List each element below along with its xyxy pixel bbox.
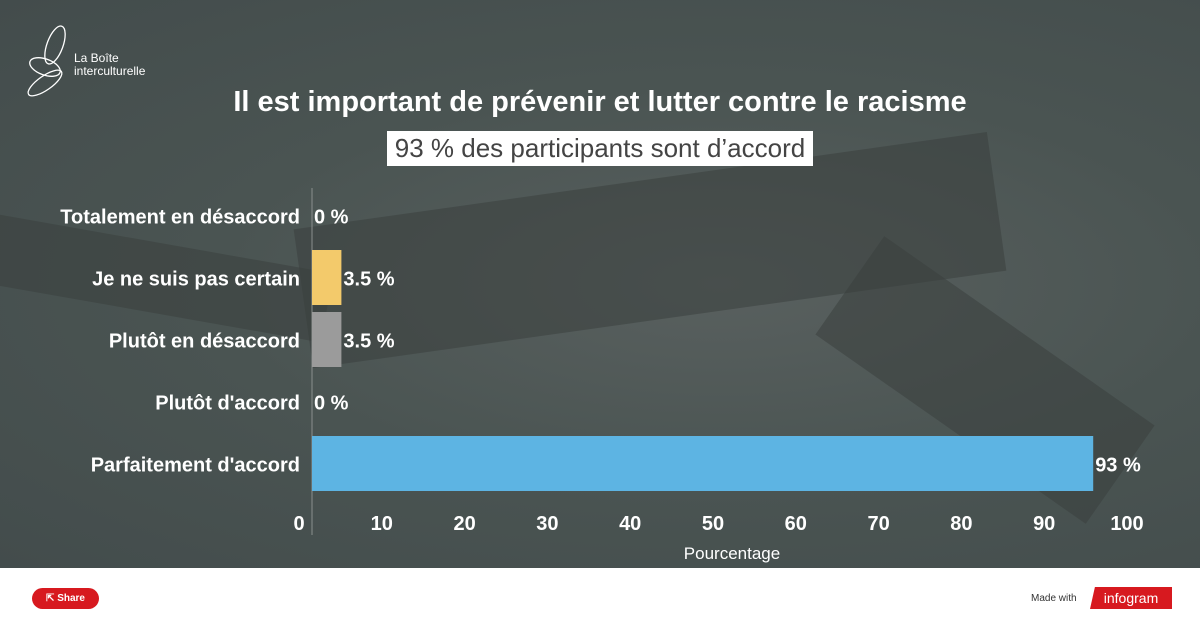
share-icon: ⇱ bbox=[46, 593, 58, 604]
category-label: Je ne suis pas certain bbox=[92, 269, 300, 291]
chart-subtitle: 93 % des participants sont d’accord bbox=[386, 131, 814, 166]
x-tick-label: 70 bbox=[867, 513, 889, 535]
x-tick-label: 60 bbox=[785, 513, 807, 535]
x-tick-label: 20 bbox=[453, 513, 475, 535]
category-label: Plutôt en désaccord bbox=[109, 331, 300, 353]
bar bbox=[312, 436, 1094, 491]
logo-text: La Boîte interculturelle bbox=[74, 51, 146, 78]
category-label: Totalement en désaccord bbox=[60, 207, 300, 229]
x-tick-label: 80 bbox=[950, 513, 972, 535]
x-tick-label: 30 bbox=[536, 513, 558, 535]
made-with-text: Made with bbox=[1031, 593, 1077, 604]
x-tick-label: 40 bbox=[619, 513, 641, 535]
x-tick-label: 50 bbox=[702, 513, 724, 535]
x-tick-label: 90 bbox=[1033, 513, 1055, 535]
bar bbox=[312, 250, 342, 305]
infogram-link[interactable]: infogram bbox=[1090, 587, 1172, 609]
data-label: 93 % bbox=[1095, 455, 1141, 477]
data-label: 0 % bbox=[314, 207, 349, 229]
chart-title: Il est important de prévenir et lutter c… bbox=[233, 86, 967, 118]
share-button[interactable]: ⇱ Share bbox=[32, 588, 99, 609]
category-label: Plutôt d'accord bbox=[155, 393, 300, 415]
x-tick-label: 100 bbox=[1110, 513, 1143, 535]
x-axis-label: Pourcentage bbox=[684, 544, 780, 563]
x-tick-label: 0 bbox=[293, 513, 304, 535]
logo-icon bbox=[27, 25, 66, 97]
bar-chart: Totalement en désaccord 0 % Je ne suis pas… bbox=[60, 188, 1143, 563]
bar bbox=[312, 312, 342, 367]
data-label: 3.5 % bbox=[343, 331, 394, 353]
x-tick-label: 10 bbox=[371, 513, 393, 535]
data-label: 0 % bbox=[314, 393, 349, 415]
footer bbox=[0, 568, 1200, 628]
data-label: 3.5 % bbox=[343, 269, 394, 291]
category-label: Parfaitement d'accord bbox=[91, 455, 300, 477]
